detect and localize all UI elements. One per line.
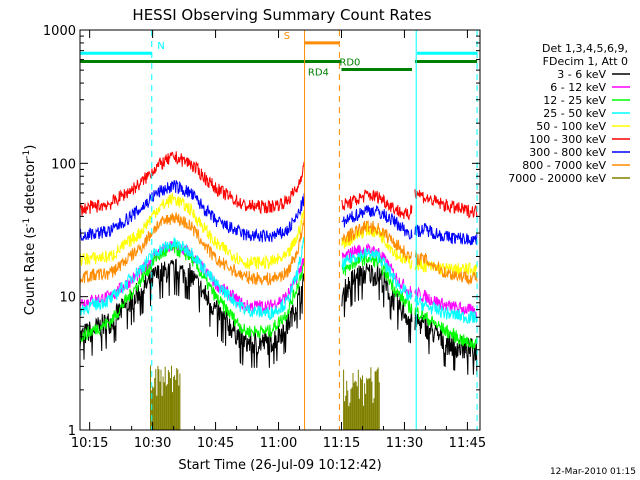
x-tick-label: 10:30	[134, 436, 171, 451]
legend-entry-label: 6 - 12 keV	[550, 81, 606, 94]
legend-header: Det 1,3,4,5,6,9,	[542, 42, 628, 55]
legend-header: FDecim 1, Att 0	[543, 55, 628, 68]
legend-entry-label: 3 - 6 keV	[557, 68, 606, 81]
legend-entry-label: 25 - 50 keV	[543, 107, 606, 120]
flag-label-n: N	[157, 41, 164, 52]
legend-entry-label: 50 - 100 keV	[536, 120, 606, 133]
legend-entry-label: 100 - 300 keV	[529, 133, 606, 146]
series-line-100to300kev	[79, 151, 478, 221]
olive-spike-block	[150, 365, 181, 430]
flag-layer: N S RD0 RD4	[80, 31, 478, 79]
legend-entry-label: 12 - 25 keV	[543, 94, 606, 107]
axis-layer: 10:15 10:30 10:45 11:00 11:15 11:30 11:45 1 10 10…	[43, 24, 486, 451]
y-tick-label: 10	[59, 291, 76, 306]
y-axis-label: Count Rate (s-1 detector-1)	[22, 145, 38, 316]
x-tick-label: 10:15	[71, 436, 108, 451]
series-line-300to800kev	[79, 180, 478, 246]
series-line-25to50kev	[79, 237, 478, 324]
x-tick-label: 11:45	[449, 436, 486, 451]
series-layer	[79, 151, 478, 430]
y-tick-label: 1000	[43, 24, 76, 39]
vline-layer	[79, 30, 478, 430]
series-line-800to7000kev	[79, 212, 478, 286]
legend-entry-label: 800 - 7000 keV	[522, 159, 606, 172]
legend-entry-label: 300 - 800 keV	[529, 146, 606, 159]
legend-entry-label: 7000 - 20000 keV	[508, 172, 606, 185]
x-tick-label: 11:15	[323, 436, 360, 451]
plot-frame	[79, 29, 481, 431]
x-tick-label: 11:30	[386, 436, 423, 451]
chart-title: HESSI Observing Summary Count Rates	[132, 6, 431, 24]
flag-label-rd4: RD4	[308, 68, 329, 79]
x-axis-label: Start Time (26-Jul-09 10:12:42)	[178, 458, 381, 473]
y-tick-label: 1	[68, 424, 76, 439]
y-tick-label: 100	[51, 157, 76, 172]
olive-spike-block	[343, 367, 380, 430]
legend: Det 1,3,4,5,6,9,FDecim 1, Att 03 - 6 keV…	[508, 42, 630, 185]
footer-date: 12-Mar-2010 01:15	[550, 467, 636, 477]
x-tick-label: 11:00	[260, 436, 297, 451]
flag-label-s: S	[284, 31, 290, 42]
flag-label-rd0: RD0	[339, 58, 360, 69]
x-tick-label: 10:45	[197, 436, 234, 451]
